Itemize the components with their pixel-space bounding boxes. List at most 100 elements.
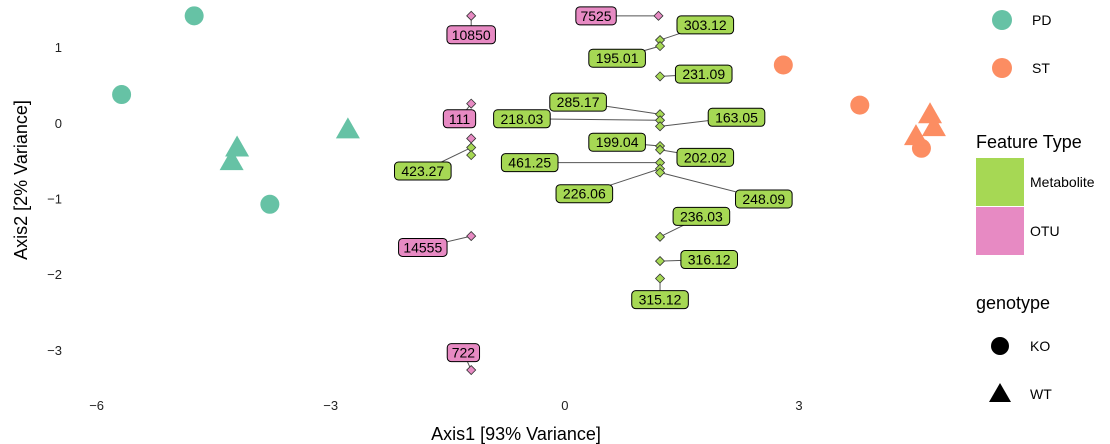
sample-point-PD-KO xyxy=(184,6,204,26)
feature-point-otu xyxy=(466,98,477,109)
y-tick-label: −3 xyxy=(47,343,62,358)
plot-panel: −6 −3 0 3 −3 −2 −1 0 1 10850 7525 303.12 195.01 231… xyxy=(47,6,946,413)
feature-label-231.09: 231.09 xyxy=(682,66,725,82)
legend-label-metabolite: Metabolite xyxy=(1030,174,1095,190)
feature-point-otu xyxy=(466,10,477,21)
feature-label-box-722 xyxy=(446,343,481,363)
feature-label-14555: 14555 xyxy=(403,239,442,255)
feature-point-metabolite xyxy=(654,273,666,284)
legend-group-PD: PD xyxy=(992,10,1051,30)
feature-points xyxy=(466,10,666,376)
legend-label-otu: OTU xyxy=(1030,223,1060,239)
feature-label-111: 111 xyxy=(449,111,470,127)
legend-key-otu xyxy=(976,207,1024,255)
feature-label-box-202.02 xyxy=(676,147,735,167)
feature-label-box-316.12 xyxy=(680,250,738,270)
sample-point-PD-KO xyxy=(112,85,132,105)
sample-point-PD-WT xyxy=(219,149,244,171)
feature-label-box-285.17 xyxy=(549,92,607,112)
feature-label-163.05: 163.05 xyxy=(715,109,758,125)
x-axis: −6 −3 0 3 xyxy=(89,398,802,413)
x-tick-label: −6 xyxy=(89,398,104,413)
feature-point-metabolite xyxy=(654,167,666,178)
feature-label-box-10850 xyxy=(446,25,496,45)
feature-label-461.25: 461.25 xyxy=(508,155,551,171)
feature-label-316.12: 316.12 xyxy=(688,252,731,268)
y-tick-label: −2 xyxy=(47,267,62,282)
sample-point-ST-KO xyxy=(773,55,793,75)
x-tick-label: 0 xyxy=(561,398,568,413)
feature-label-226.06: 226.06 xyxy=(563,186,606,202)
feature-label-box-248.09 xyxy=(735,189,793,209)
feature-label-10850: 10850 xyxy=(452,27,491,43)
feature-point-metabolite xyxy=(654,144,666,155)
legend-label-KO: KO xyxy=(1030,338,1050,354)
feature-label-303.12: 303.12 xyxy=(684,17,727,33)
legend-key-PD xyxy=(992,10,1012,30)
feature-label-202.02: 202.02 xyxy=(684,149,727,165)
feature-label-423.27: 423.27 xyxy=(401,163,444,179)
feature-labels: 10850 7525 303.12 195.01 231.09 285.17 218.03 1… xyxy=(394,6,793,363)
legend-key-metabolite xyxy=(976,158,1024,206)
feature-label-box-7525 xyxy=(575,6,617,26)
legend-label-PD: PD xyxy=(1032,12,1051,28)
feature-point-metabolite xyxy=(654,71,666,82)
legend-key-WT xyxy=(989,383,1011,402)
feature-point-metabolite xyxy=(654,121,666,132)
feature-label-box-315.12 xyxy=(631,290,689,310)
feature-label-box-163.05 xyxy=(707,107,766,127)
legend-label-ST: ST xyxy=(1032,60,1050,76)
feature-label-7525: 7525 xyxy=(580,8,611,24)
feature-label-218.03: 218.03 xyxy=(500,111,543,127)
feature-label-box-14555 xyxy=(398,237,448,257)
y-axis-title: Axis2 [2% Variance] xyxy=(11,100,31,260)
sample-point-PD-WT xyxy=(335,117,360,139)
feature-label-box-303.12 xyxy=(676,15,735,35)
feature-label-315.12: 315.12 xyxy=(639,292,682,308)
feature-point-otu xyxy=(653,10,664,21)
feature-point-metabolite xyxy=(654,41,666,52)
feature-point-metabolite xyxy=(654,231,666,242)
legend-key-KO xyxy=(991,337,1009,355)
sample-point-ST-WT xyxy=(918,102,943,124)
y-tick-label: −1 xyxy=(47,192,62,207)
feature-label-236.03: 236.03 xyxy=(680,208,723,224)
feature-label-722: 722 xyxy=(452,345,476,361)
legend-title-genotype: genotype xyxy=(976,293,1050,313)
x-tick-label: −3 xyxy=(323,398,338,413)
feature-point-otu xyxy=(466,133,477,144)
legend-group-ST: ST xyxy=(992,58,1050,78)
feature-point-otu xyxy=(466,231,477,242)
y-tick-label: 1 xyxy=(55,40,62,55)
sample-point-ST-WT xyxy=(903,124,928,146)
sample-points xyxy=(112,6,946,214)
legend-key-ST xyxy=(992,58,1012,78)
feature-label-box-218.03 xyxy=(493,109,551,129)
feature-label-box-231.09 xyxy=(674,64,733,84)
feature-label-box-195.01 xyxy=(588,48,646,68)
legend: PD ST Feature Type Metabolite OTU genoty… xyxy=(976,10,1095,402)
feature-label-box-423.27 xyxy=(394,161,452,181)
feature-label-248.09: 248.09 xyxy=(742,191,785,207)
feature-point-otu xyxy=(466,364,477,376)
feature-label-box-461.25 xyxy=(500,153,559,173)
feature-label-195.01: 195.01 xyxy=(596,50,639,66)
sample-point-ST-KO xyxy=(850,95,870,115)
feature-label-285.17: 285.17 xyxy=(557,94,600,110)
feature-label-box-236.03 xyxy=(672,206,731,226)
legend-label-WT: WT xyxy=(1030,386,1052,402)
x-tick-label: 3 xyxy=(795,398,802,413)
feature-label-box-226.06 xyxy=(555,184,614,204)
feature-label-box-199.04 xyxy=(588,132,646,152)
y-tick-label: 0 xyxy=(55,116,62,131)
sample-point-ST-WT xyxy=(921,115,946,137)
sample-point-PD-KO xyxy=(260,194,280,214)
y-axis: −3 −2 −1 0 1 xyxy=(47,40,62,358)
feature-point-metabolite xyxy=(466,150,477,161)
x-axis-title: Axis1 [93% Variance] xyxy=(431,424,601,444)
feature-label-box-111 xyxy=(442,109,477,129)
feature-point-metabolite xyxy=(654,255,666,267)
feature-label-199.04: 199.04 xyxy=(596,134,639,150)
legend-title-feature-type: Feature Type xyxy=(976,132,1082,152)
